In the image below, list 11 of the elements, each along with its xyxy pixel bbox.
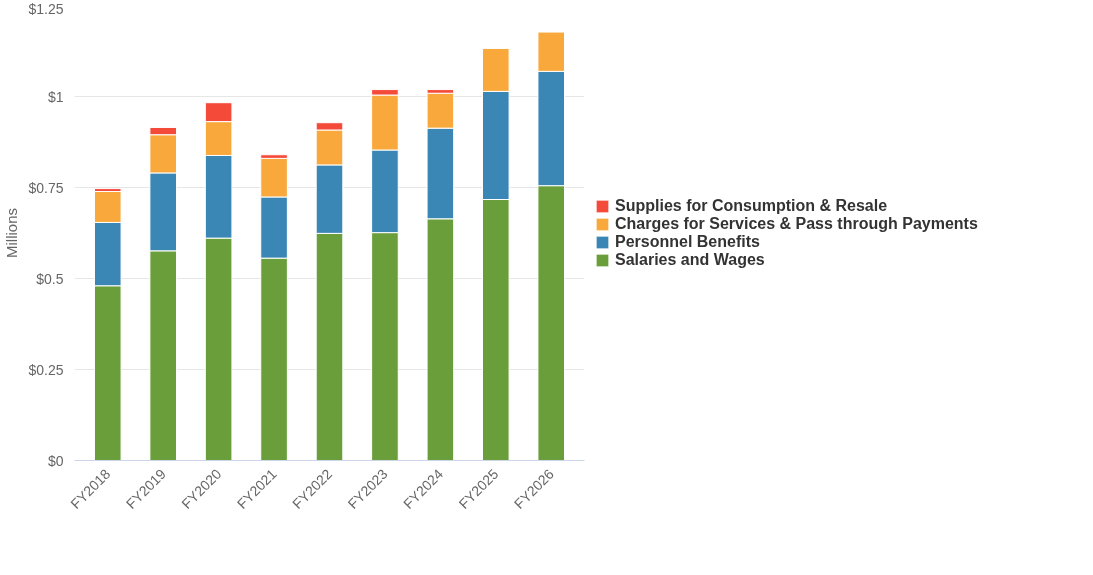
legend-label: Supplies for Consumption & Resale	[615, 196, 888, 215]
y-tick-label: $1.25	[28, 0, 64, 17]
y-tick-label: $1	[47, 88, 64, 105]
y-tick-label: $0.75	[28, 179, 64, 196]
y-axis-title: Millions	[3, 207, 21, 258]
y-tick-label: $0.5	[36, 270, 64, 287]
legend-label: Charges for Services & Pass through Payments	[615, 214, 978, 233]
legend-label: Salaries and Wages	[615, 250, 765, 269]
legend-label: Personnel Benefits	[615, 232, 760, 251]
y-tick-label: $0	[47, 452, 64, 469]
y-tick-label: $0.25	[28, 361, 64, 378]
